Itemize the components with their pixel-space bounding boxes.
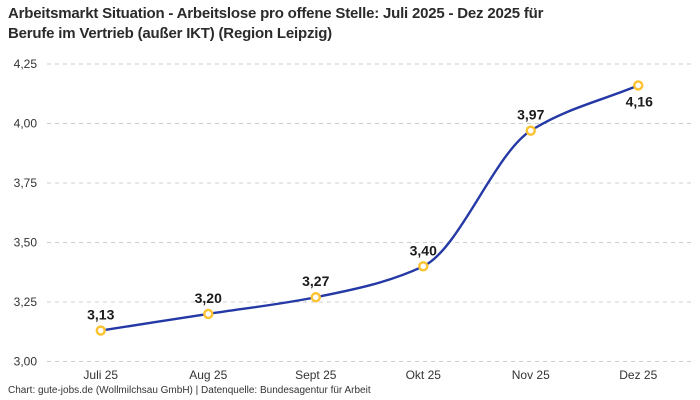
x-axis-tick-label: Dez 25 [619, 368, 657, 382]
x-axis-tick-label: Okt 25 [406, 368, 442, 382]
data-point-marker[interactable] [525, 125, 536, 136]
data-point-label: 3,97 [517, 107, 544, 123]
data-point-marker[interactable] [203, 308, 214, 320]
data-point-label: 3,27 [302, 273, 329, 289]
data-point-label: 3,13 [87, 307, 114, 323]
y-axis-tick-label: 3,50 [14, 236, 38, 250]
y-axis-tick-label: 3,00 [14, 355, 38, 369]
y-axis-tick-label: 4,00 [14, 117, 38, 131]
chart-title-line-1: Arbeitsmarkt Situation - Arbeitslose pro… [8, 5, 544, 22]
x-axis-tick-label: Sept 25 [295, 368, 337, 382]
data-point-marker[interactable] [95, 325, 106, 336]
data-point-label: 3,40 [410, 242, 437, 258]
y-axis-tick-label: 3,75 [14, 176, 38, 190]
x-axis-tick-label: Aug 25 [189, 368, 227, 382]
data-point-label: 3,20 [195, 290, 222, 306]
data-point-label: 4,16 [626, 93, 653, 109]
x-axis-tick-label: Nov 25 [512, 368, 550, 382]
y-axis-tick-label: 3,25 [14, 295, 38, 309]
y-axis-tick-label: 4,25 [14, 57, 38, 71]
data-point-marker[interactable] [633, 80, 644, 91]
chart-title: Arbeitsmarkt Situation - Arbeitslose pro… [8, 4, 543, 44]
chart-title-line-2: Berufe im Vertrieb (außer IKT) (Region L… [8, 25, 332, 42]
source-credit: Chart: gute-jobs.de (Wollmilchsau GmbH) … [8, 385, 371, 396]
data-point-marker[interactable] [310, 292, 321, 303]
series-line [99, 84, 640, 332]
x-axis-tick-label: Juli 25 [83, 368, 118, 382]
data-point-marker[interactable] [418, 261, 429, 272]
